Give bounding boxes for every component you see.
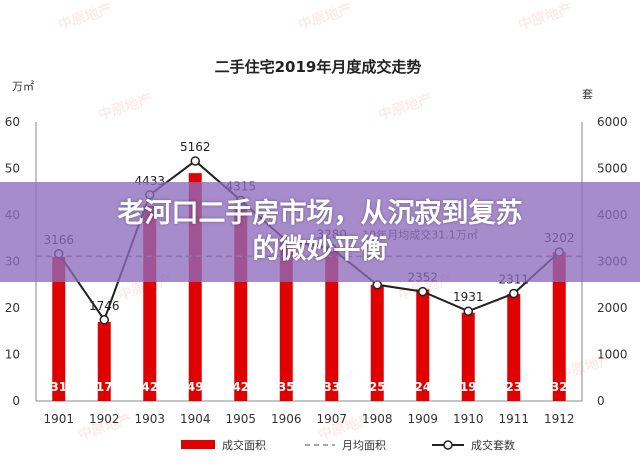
count-marker xyxy=(418,286,428,297)
x-tick-label: 1912 xyxy=(544,412,575,426)
chart-title: 二手住宅2019年月度成交走势 xyxy=(215,58,422,76)
bar xyxy=(461,312,475,401)
bar-value-label: 32 xyxy=(551,380,568,394)
x-tick-label: 1910 xyxy=(453,412,484,426)
x-tick-label: 1901 xyxy=(43,412,74,426)
bar xyxy=(52,256,66,401)
x-tick-label: 1904 xyxy=(180,412,211,426)
bar xyxy=(416,289,430,401)
x-tick-label: 1911 xyxy=(498,412,529,426)
y-left-tick-label: 50 xyxy=(5,162,20,176)
bar-value-label: 19 xyxy=(460,380,477,394)
bar-value-label: 17 xyxy=(96,380,113,394)
bar xyxy=(552,252,566,401)
legend-label-bar: 成交面积 xyxy=(222,438,266,452)
legend-swatch-bar xyxy=(181,440,215,449)
y-right-tick-label: 1000 xyxy=(597,348,628,362)
bar xyxy=(370,284,384,401)
right-axis-unit: 套 xyxy=(582,88,593,101)
bar-value-label: 24 xyxy=(414,380,431,394)
x-axis-ticks: 1901 1902 1903 1904 1905 1906 1907 1908 1909 1910… xyxy=(43,412,574,426)
bar-value-label: 31 xyxy=(50,380,67,394)
count-marker xyxy=(99,315,109,325)
headline-line-2: 的微妙平衡 xyxy=(252,234,388,265)
headline-line-1: 老河口二手房市场，从沉寂到复苏 xyxy=(117,198,523,229)
count-marker xyxy=(509,288,519,299)
bar xyxy=(97,321,111,401)
y-right-tick-label: 5000 xyxy=(597,162,628,176)
bar xyxy=(507,294,521,401)
x-tick-label: 1905 xyxy=(225,412,256,426)
watermark-text: 中原地产 xyxy=(376,90,435,123)
x-tick-label: 1907 xyxy=(316,412,347,426)
left-axis-unit: 万㎡ xyxy=(12,80,34,93)
y-right-tick-label: 2000 xyxy=(597,301,628,315)
count-value-label: 1931 xyxy=(453,290,484,304)
legend: 成交面积 月均面积 成交套数 xyxy=(181,438,515,452)
y-left-tick-label: 10 xyxy=(5,348,20,362)
count-marker xyxy=(463,306,473,316)
watermark-text: 中原地产 xyxy=(56,0,115,33)
y-right-tick-label: 6000 xyxy=(597,115,628,129)
bar-value-label: 33 xyxy=(323,380,340,394)
headline-banner: 老河口二手房市场，从沉寂到复苏 的微妙平衡 xyxy=(0,182,640,282)
bar-value-label: 25 xyxy=(369,380,386,394)
x-tick-label: 1908 xyxy=(362,412,393,426)
watermark-text: 中原地产 xyxy=(516,0,575,33)
count-marker xyxy=(190,156,200,166)
y-left-tick-label: 0 xyxy=(12,394,20,408)
count-value-label: 5162 xyxy=(180,140,211,154)
y-left-tick-label: 60 xyxy=(5,115,20,129)
legend-label-line: 成交套数 xyxy=(471,438,515,452)
bar-value-label: 42 xyxy=(141,380,158,394)
y-left-tick-label: 20 xyxy=(5,301,20,315)
watermark-text: 中原地产 xyxy=(96,90,155,123)
bar-value-label: 42 xyxy=(232,380,249,394)
count-value-label: 1746 xyxy=(89,299,120,313)
bar-value-label: 23 xyxy=(505,380,522,394)
legend-swatch-marker xyxy=(443,440,453,450)
bar-value-label: 49 xyxy=(187,380,204,394)
legend-label-avg: 月均面积 xyxy=(342,439,386,452)
bar-value-label: 35 xyxy=(278,380,295,394)
x-tick-label: 1909 xyxy=(407,412,438,426)
x-tick-label: 1906 xyxy=(271,412,302,426)
x-tick-label: 1903 xyxy=(134,412,165,426)
x-tick-label: 1902 xyxy=(89,412,120,426)
watermark-text: 中原地产 xyxy=(296,0,355,33)
y-right-tick-label: 0 xyxy=(597,394,605,408)
bar xyxy=(325,247,339,401)
